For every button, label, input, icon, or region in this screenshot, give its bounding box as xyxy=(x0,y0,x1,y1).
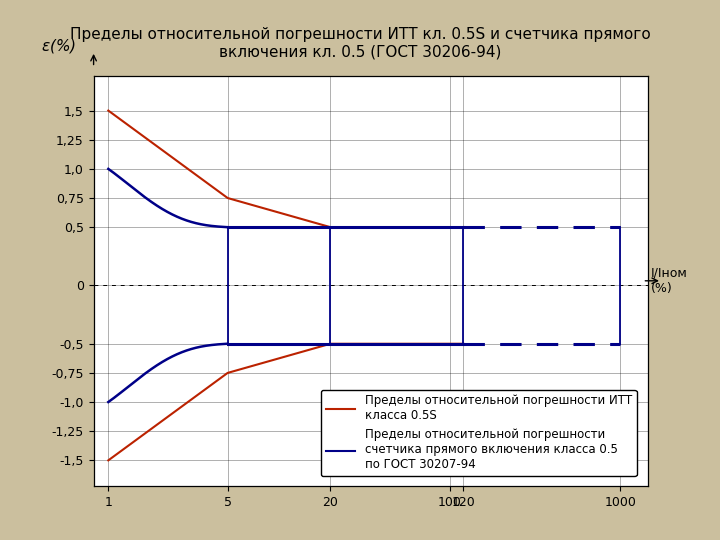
Text: $\varepsilon$(%): $\varepsilon$(%) xyxy=(41,37,76,55)
Legend: Пределы относительной погрешности ИТТ
класса 0.5S, Пределы относительной погрешн: Пределы относительной погрешности ИТТ кл… xyxy=(321,390,636,476)
Text: I/Iном
(%): I/Iном (%) xyxy=(651,267,688,295)
Text: Пределы относительной погрешности ИТТ кл. 0.5S и счетчика прямого
включения кл. : Пределы относительной погрешности ИТТ кл… xyxy=(70,27,650,59)
